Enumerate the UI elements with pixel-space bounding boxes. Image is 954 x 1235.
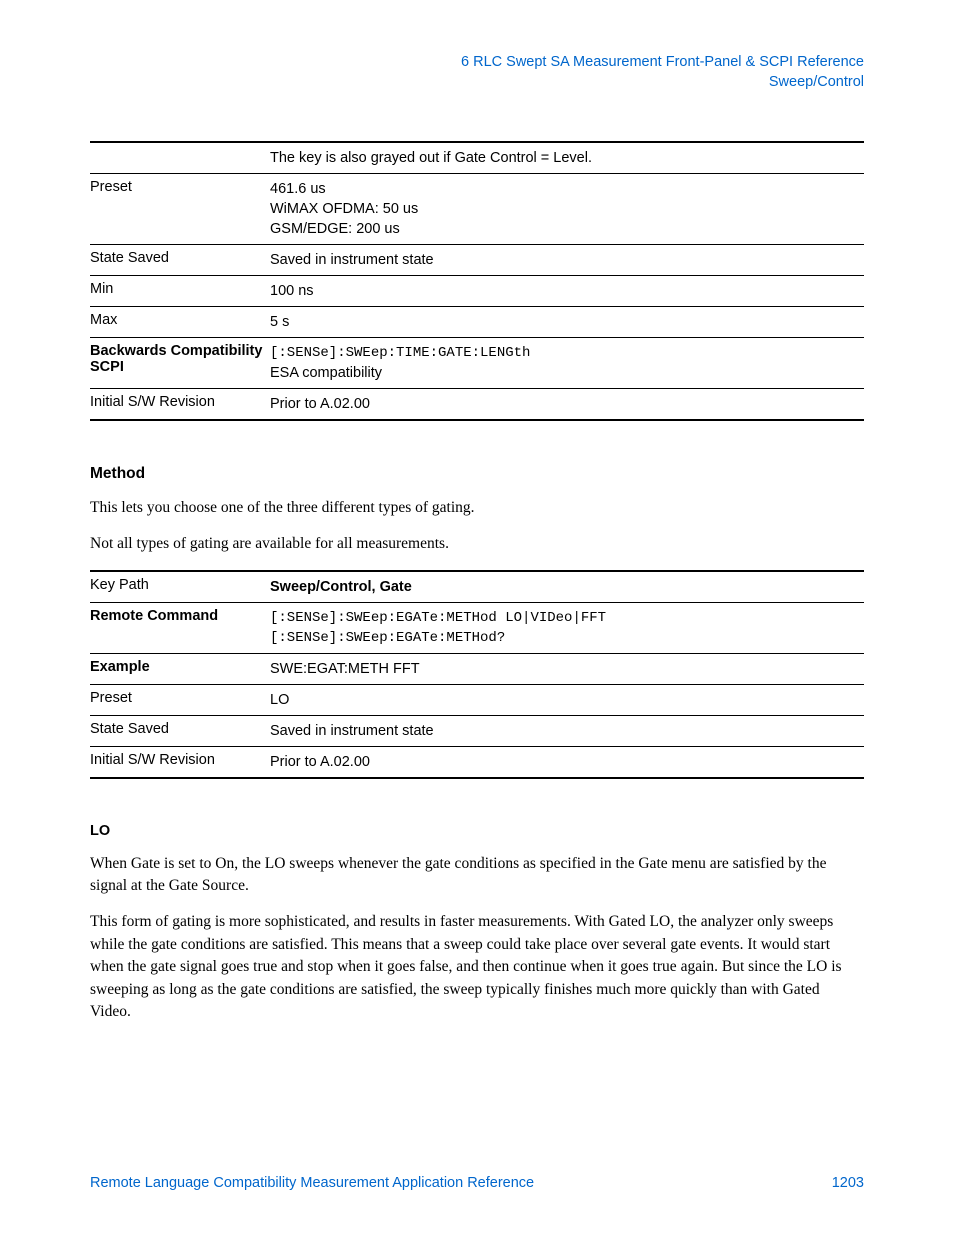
table-value-line: Saved in instrument state [270,721,864,741]
table-row-label: Max [90,306,270,337]
section-heading-method: Method [90,465,864,483]
table-row-label: Initial S/W Revision [90,746,270,778]
table-value-line: ESA compatibility [270,363,864,383]
table-row-value: Saved in instrument state [270,244,864,275]
table-value-line: [:SENSe]:SWEep:EGATe:METHod? [270,628,864,648]
header-line-1: 6 RLC Swept SA Measurement Front-Panel &… [90,52,864,72]
table-row-value: 100 ns [270,275,864,306]
table-row-value: The key is also grayed out if Gate Contr… [270,142,864,174]
table-value-line: Prior to A.02.00 [270,394,864,414]
table-row-value: SWE:EGAT:METH FFT [270,653,864,684]
table-value-line: 100 ns [270,281,864,301]
section-heading-lo: LO [90,823,864,839]
table-row-label: State Saved [90,715,270,746]
table-row-value: Prior to A.02.00 [270,388,864,420]
table-value-line: GSM/EDGE: 200 us [270,219,864,239]
parameter-table-1: The key is also grayed out if Gate Contr… [90,141,864,421]
page-footer: Remote Language Compatibility Measuremen… [90,1175,864,1191]
table-row-value: Prior to A.02.00 [270,746,864,778]
table-row-label: Remote Command [90,602,270,653]
page-header: 6 RLC Swept SA Measurement Front-Panel &… [90,52,864,93]
table-row-value: 461.6 usWiMAX OFDMA: 50 usGSM/EDGE: 200 … [270,173,864,244]
table-row-label: Backwards Compatibility SCPI [90,337,270,388]
table-row-label [90,142,270,174]
body-paragraph: This form of gating is more sophisticate… [90,911,864,1023]
table-value-line: SWE:EGAT:METH FFT [270,659,864,679]
table-row-label: Key Path [90,571,270,603]
table-value-line: 461.6 us [270,179,864,199]
table-row-value: Sweep/Control, Gate [270,571,864,603]
table-row-label: Min [90,275,270,306]
table-value-line: WiMAX OFDMA: 50 us [270,199,864,219]
body-paragraph: Not all types of gating are available fo… [90,533,864,555]
table-value-line: Prior to A.02.00 [270,752,864,772]
header-line-2: Sweep/Control [90,72,864,92]
table-value-line: LO [270,690,864,710]
table-value-line: The key is also grayed out if Gate Contr… [270,148,864,168]
table-row-label: Preset [90,173,270,244]
table-row-value: [:SENSe]:SWEep:EGATe:METHod LO|VIDeo|FFT… [270,602,864,653]
table-value-line: Sweep/Control, Gate [270,577,864,597]
table-row-value: 5 s [270,306,864,337]
footer-title: Remote Language Compatibility Measuremen… [90,1175,534,1191]
table-value-line: 5 s [270,312,864,332]
table-value-line: [:SENSe]:SWEep:TIME:GATE:LENGth [270,343,864,363]
table-value-line: Saved in instrument state [270,250,864,270]
table-row-value: Saved in instrument state [270,715,864,746]
table-value-line: [:SENSe]:SWEep:EGATe:METHod LO|VIDeo|FFT [270,608,864,628]
table-row-label: Preset [90,684,270,715]
table-row-label: Initial S/W Revision [90,388,270,420]
footer-page-number: 1203 [832,1175,864,1191]
parameter-table-2: Key PathSweep/Control, GateRemote Comman… [90,570,864,779]
table-row-value: LO [270,684,864,715]
table-row-label: State Saved [90,244,270,275]
body-paragraph: When Gate is set to On, the LO sweeps wh… [90,853,864,898]
body-paragraph: This lets you choose one of the three di… [90,497,864,519]
table-row-label: Example [90,653,270,684]
table-row-value: [:SENSe]:SWEep:TIME:GATE:LENGthESA compa… [270,337,864,388]
